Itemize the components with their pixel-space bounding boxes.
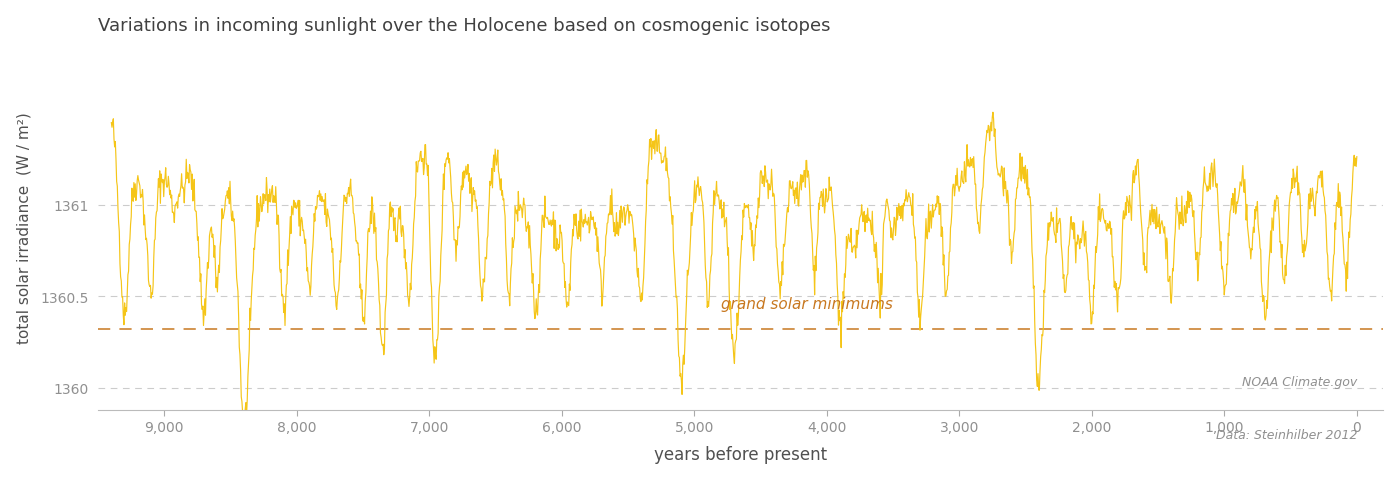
Text: grand solar minimums: grand solar minimums [721, 296, 893, 311]
X-axis label: years before present: years before present [654, 445, 827, 463]
Y-axis label: total solar irradiance  (W / m²): total solar irradiance (W / m²) [17, 111, 32, 343]
Text: Data: Steinhilber 2012: Data: Steinhilber 2012 [1217, 428, 1358, 441]
Text: NOAA Climate.gov: NOAA Climate.gov [1242, 375, 1358, 388]
Text: Variations in incoming sunlight over the Holocene based on cosmogenic isotopes: Variations in incoming sunlight over the… [98, 17, 830, 35]
